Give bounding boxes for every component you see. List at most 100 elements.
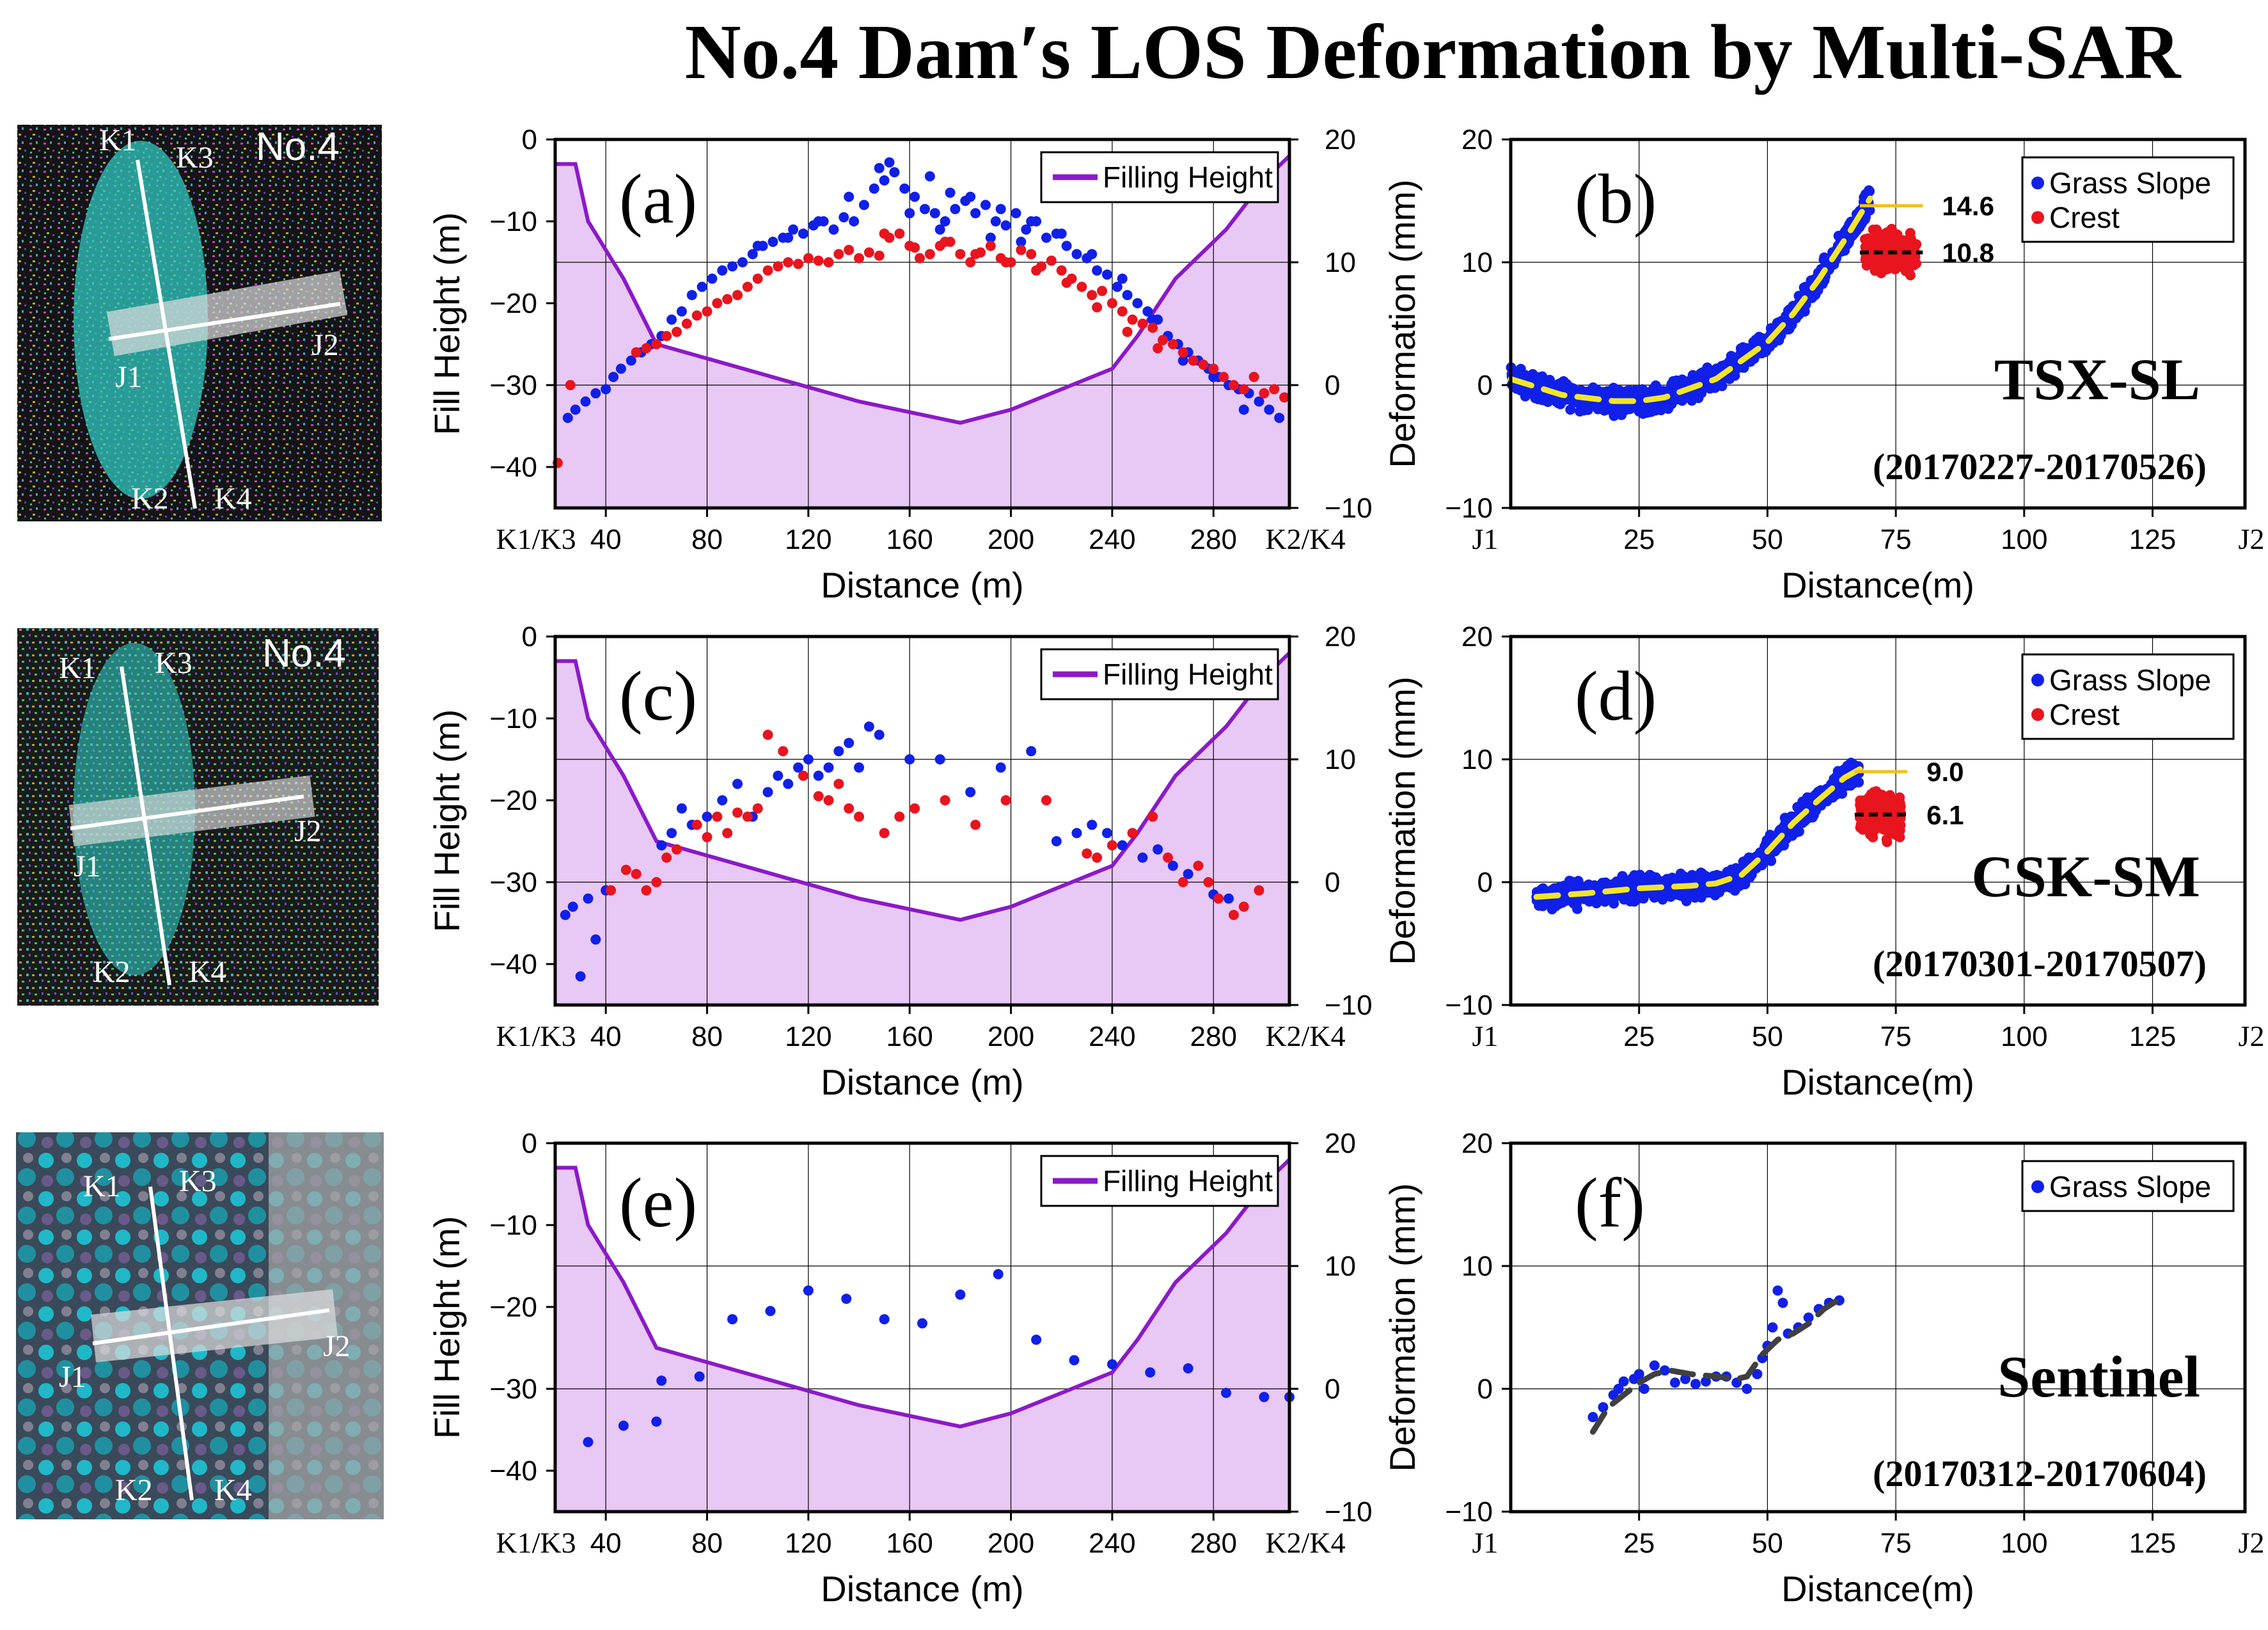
data-point bbox=[722, 294, 733, 305]
data-point bbox=[1031, 265, 1042, 276]
y-tick-label: −30 bbox=[489, 1373, 537, 1405]
data-point bbox=[879, 1314, 890, 1325]
data-point bbox=[717, 265, 728, 276]
series-crest bbox=[1854, 786, 1906, 848]
data-point bbox=[631, 347, 642, 358]
sensor-label: TSX-SL bbox=[1994, 347, 2200, 412]
data-point bbox=[783, 257, 794, 267]
data-point bbox=[762, 729, 773, 740]
y-axis-label: Fill Height (m) bbox=[427, 1216, 467, 1439]
data-point bbox=[562, 413, 573, 423]
x-tick-label: 240 bbox=[1089, 1021, 1135, 1052]
map-1-no-label: No.4 bbox=[256, 125, 340, 169]
map-1-label-k3: K3 bbox=[176, 141, 214, 175]
data-point bbox=[823, 257, 834, 267]
data-point bbox=[583, 893, 594, 904]
y2-tick-label: −10 bbox=[1325, 990, 1373, 1021]
data-point bbox=[1269, 384, 1280, 395]
data-point bbox=[583, 1437, 594, 1448]
data-point bbox=[1238, 901, 1249, 912]
y-tick-label: 10 bbox=[1461, 247, 1493, 278]
data-point bbox=[1061, 241, 1072, 251]
data-point bbox=[924, 249, 935, 260]
data-point bbox=[1193, 860, 1204, 871]
data-point bbox=[1634, 1368, 1644, 1379]
data-point bbox=[1087, 249, 1098, 260]
data-point bbox=[1046, 255, 1057, 266]
x-left-label: J1 bbox=[1472, 1020, 1499, 1052]
filling-area bbox=[555, 653, 1289, 1005]
data-point bbox=[661, 331, 672, 342]
data-point bbox=[641, 343, 652, 354]
data-point bbox=[833, 249, 844, 260]
data-point bbox=[773, 261, 784, 272]
map-1-label-j2: J2 bbox=[311, 328, 339, 362]
data-point bbox=[1896, 258, 1907, 269]
x-tick-label: 200 bbox=[988, 1528, 1034, 1559]
data-point bbox=[1021, 224, 1032, 235]
y2-tick-label: 10 bbox=[1325, 1251, 1356, 1282]
data-point bbox=[1587, 1412, 1598, 1423]
data-point bbox=[965, 191, 976, 202]
x-left-label: K1/K3 bbox=[496, 523, 576, 555]
data-point bbox=[1000, 795, 1011, 805]
x-tick-label: 280 bbox=[1190, 1528, 1237, 1559]
data-point bbox=[1147, 322, 1158, 333]
data-point bbox=[1167, 860, 1178, 871]
data-point bbox=[1279, 392, 1290, 403]
data-point bbox=[1117, 273, 1128, 284]
data-point bbox=[1087, 290, 1098, 301]
y-tick-label: 20 bbox=[1461, 621, 1493, 653]
y-tick-label: −30 bbox=[489, 370, 537, 401]
legend-box bbox=[1040, 1155, 1279, 1207]
series-crest bbox=[606, 729, 1264, 921]
data-point bbox=[985, 232, 996, 243]
data-point bbox=[894, 811, 905, 822]
x-axis-label: Distance (m) bbox=[821, 565, 1023, 605]
data-point bbox=[1069, 1355, 1080, 1366]
map-2-line-k bbox=[120, 666, 171, 986]
panel-label: (e) bbox=[619, 1164, 697, 1242]
data-point bbox=[993, 1269, 1004, 1279]
data-point bbox=[1221, 1388, 1232, 1398]
data-point bbox=[793, 762, 804, 773]
x-tick-label: 80 bbox=[691, 524, 723, 555]
data-point bbox=[1203, 877, 1214, 887]
data-point bbox=[601, 384, 611, 395]
x-tick-label: 125 bbox=[2129, 1528, 2176, 1559]
data-point bbox=[919, 203, 930, 214]
data-point bbox=[1183, 1363, 1193, 1373]
y2-tick-label: 0 bbox=[1325, 1373, 1340, 1405]
data-point bbox=[788, 224, 799, 235]
data-point bbox=[1766, 855, 1777, 866]
data-point bbox=[672, 844, 682, 855]
data-point bbox=[1158, 335, 1169, 345]
data-point bbox=[580, 396, 591, 407]
y2-tick-label: 20 bbox=[1325, 124, 1356, 155]
x-tick-label: 75 bbox=[1880, 1528, 1912, 1559]
map-3-label-k2: K2 bbox=[115, 1473, 153, 1507]
data-point bbox=[1097, 285, 1108, 296]
x-right-label: K2/K4 bbox=[1265, 523, 1345, 555]
x-tick-label: 200 bbox=[988, 1021, 1034, 1052]
data-point bbox=[1188, 355, 1199, 366]
data-point bbox=[590, 934, 601, 945]
legend-box bbox=[2021, 156, 2235, 243]
filling-height-line bbox=[555, 651, 1291, 922]
map-1-label-j1: J1 bbox=[115, 360, 143, 394]
map-3-label-k4: K4 bbox=[214, 1473, 252, 1507]
x-right-label: K2/K4 bbox=[1265, 1526, 1345, 1559]
data-point bbox=[702, 832, 713, 843]
data-point bbox=[1659, 1365, 1670, 1376]
data-point bbox=[889, 167, 900, 178]
x-tick-label: 100 bbox=[2001, 1021, 2047, 1052]
data-point bbox=[1056, 265, 1067, 276]
map-2-line-j bbox=[70, 795, 304, 830]
annotation-value: 14.6 bbox=[1942, 191, 1994, 221]
data-point bbox=[793, 258, 804, 269]
y-tick-label: −10 bbox=[1445, 493, 1493, 524]
map-1-label-k4: K4 bbox=[214, 482, 252, 516]
data-point bbox=[737, 257, 748, 267]
